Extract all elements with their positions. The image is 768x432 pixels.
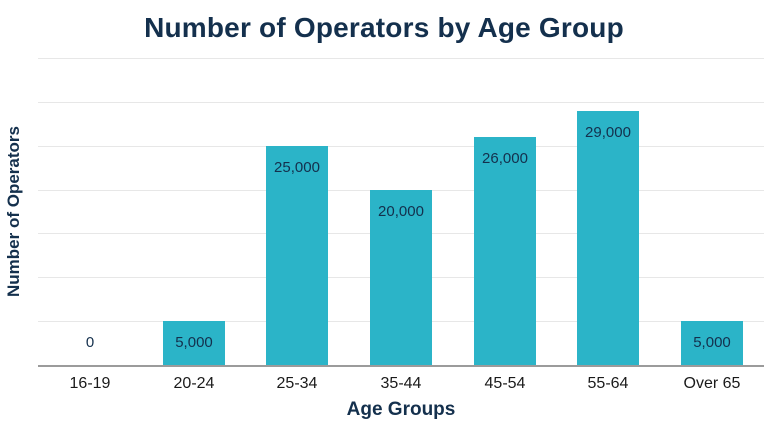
bar-value-label: 5,000 — [175, 334, 213, 351]
gridline — [38, 58, 764, 59]
bar-value-label: 5,000 — [693, 334, 731, 351]
gridline — [38, 102, 764, 103]
plot-area: 0 5,000 25,000 20,000 26,000 29,000 5,000 — [38, 58, 764, 367]
bar-value-label: 26,000 — [482, 150, 528, 167]
bar — [266, 146, 328, 365]
x-axis-line — [38, 365, 764, 367]
y-axis-title: Number of Operators — [4, 126, 23, 297]
x-tick-label: 16-19 — [69, 375, 111, 392]
gridline — [38, 146, 764, 147]
bar-value-label: 0 — [85, 334, 95, 351]
x-tick-label: 20-24 — [173, 375, 215, 392]
x-tick-label: 45-54 — [484, 375, 526, 392]
x-axis-ticks: 16-19 20-24 25-34 35-44 45-54 55-64 Over 65 — [38, 372, 764, 394]
bar — [370, 190, 432, 365]
bar-value-label: 25,000 — [274, 159, 320, 176]
bar — [681, 321, 743, 365]
bar — [577, 111, 639, 365]
x-tick-label: 35-44 — [380, 375, 422, 392]
bar-value-label: 29,000 — [585, 124, 631, 141]
bar — [474, 137, 536, 365]
bar-value-label: 20,000 — [378, 203, 424, 220]
x-tick-label: 55-64 — [587, 375, 629, 392]
x-axis-title: Age Groups — [346, 399, 456, 420]
bar — [163, 321, 225, 365]
x-tick-label: 25-34 — [276, 375, 318, 392]
chart-title: Number of Operators by Age Group — [144, 12, 624, 43]
x-tick-label: Over 65 — [683, 375, 741, 392]
